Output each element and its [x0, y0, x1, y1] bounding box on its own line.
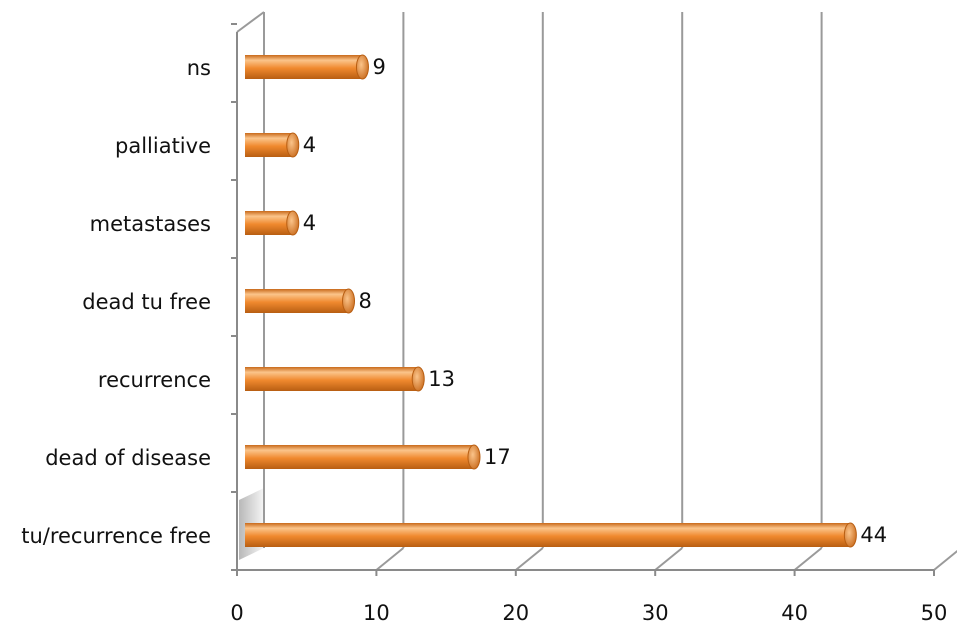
- bar-body: [245, 55, 363, 79]
- bar: [245, 132, 300, 158]
- bar-cap: [342, 288, 356, 314]
- data-label: 8: [359, 289, 372, 313]
- category-label: dead tu free: [82, 290, 211, 314]
- bar-cap: [411, 366, 425, 392]
- category-label: recurrence: [98, 368, 211, 392]
- bar-cap: [286, 210, 300, 236]
- bar: [245, 522, 857, 548]
- data-label: 4: [303, 133, 316, 157]
- bar-body: [245, 445, 474, 469]
- bar-cap: [286, 132, 300, 158]
- gridline-floor: [515, 547, 544, 571]
- x-tick-label: 40: [781, 601, 808, 625]
- bar: [245, 54, 369, 80]
- category-label: palliative: [115, 134, 211, 158]
- bar: [245, 444, 481, 470]
- bar-cap: [843, 522, 857, 548]
- bar-body: [245, 367, 419, 391]
- x-tick-label: 10: [363, 601, 390, 625]
- gridline-floor: [375, 547, 405, 571]
- data-label: 13: [428, 367, 455, 391]
- bar-body: [245, 211, 293, 235]
- x-tick-label: 20: [502, 601, 529, 625]
- bar: [245, 366, 425, 392]
- x-tick-label: 0: [230, 601, 243, 625]
- bar: [245, 288, 356, 314]
- bar-cap: [467, 444, 481, 470]
- bar-body: [245, 523, 851, 547]
- x-tick-label: 50: [921, 601, 948, 625]
- gridline-floor: [793, 547, 823, 571]
- category-label: tu/recurrence free: [21, 524, 211, 548]
- category-label: ns: [187, 56, 211, 80]
- data-label: 44: [860, 523, 887, 547]
- data-label: 9: [372, 55, 385, 79]
- bar: [245, 210, 300, 236]
- bars: [245, 54, 857, 548]
- gridline-floor: [654, 547, 683, 571]
- bar-body: [245, 133, 293, 157]
- bar-body: [245, 289, 349, 313]
- category-label: dead of disease: [45, 446, 211, 470]
- data-label: 4: [303, 211, 316, 235]
- data-label: 17: [484, 445, 511, 469]
- gridline-floor: [933, 549, 957, 571]
- top-edge: [236, 11, 265, 33]
- x-tick-label: 30: [642, 601, 669, 625]
- bar-cap: [355, 54, 369, 80]
- category-label: metastases: [90, 212, 211, 236]
